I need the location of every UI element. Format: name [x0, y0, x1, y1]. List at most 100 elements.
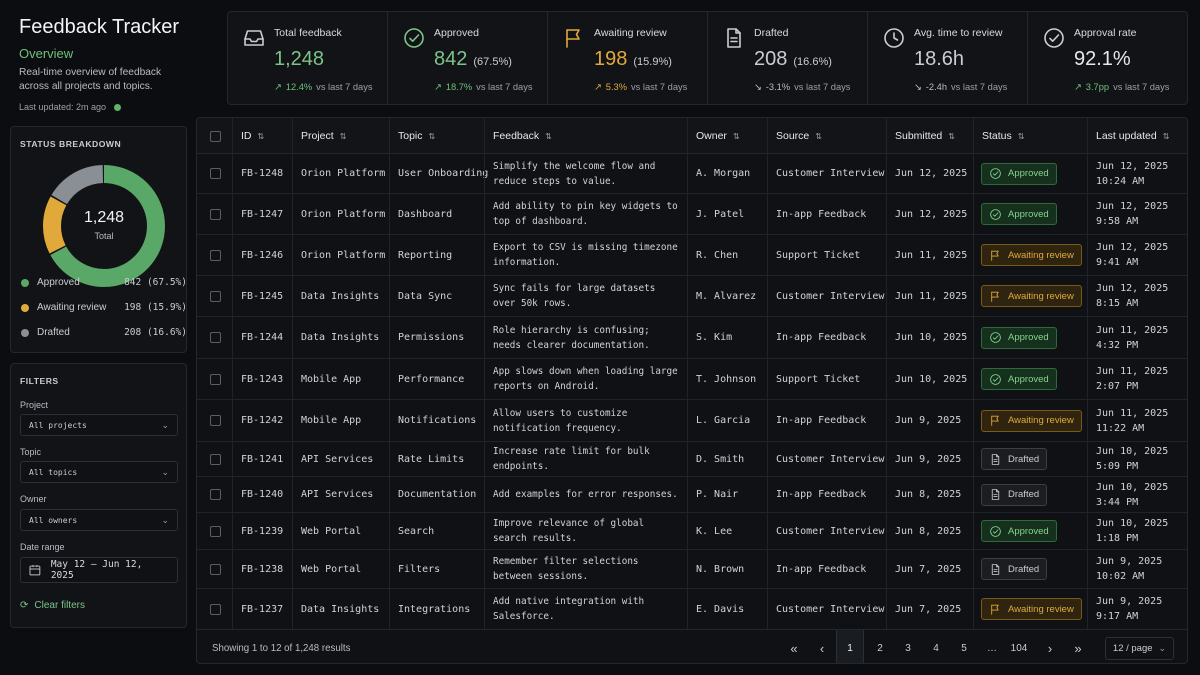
kpi-comparison-text: vs last 7 days [951, 82, 1008, 92]
status-badge: Approved [981, 162, 1057, 185]
row-checkbox[interactable] [210, 477, 221, 512]
kpi-value: 1,248 [274, 48, 325, 70]
clear-filters-button[interactable]: ⟳ Clear filters [20, 600, 85, 611]
column-header-last-updated[interactable]: Last updated ⇅ [1096, 118, 1169, 154]
cell-source: Customer Interview [776, 168, 885, 179]
kpi-label: Total feedback [274, 27, 342, 39]
last-page-button[interactable]: » [1074, 640, 1082, 656]
cell-owner: N. Brown [696, 563, 745, 575]
row-checkbox[interactable] [210, 359, 221, 399]
row-checkbox[interactable] [210, 550, 221, 588]
table-row[interactable]: FB-1243 Mobile App Performance App slows do… [197, 359, 1187, 400]
sidebar: Feedback Tracker Overview Real-time over… [0, 0, 197, 675]
table-row[interactable]: FB-1239 Web Portal Search Improve relevance… [197, 513, 1187, 550]
owner-filter-select[interactable]: All owners ⌄ [20, 509, 178, 531]
row-checkbox[interactable] [210, 589, 221, 629]
cell-owner: K. Lee [696, 525, 733, 537]
cell-topic: Performance [398, 373, 465, 385]
sort-icon: ⇅ [948, 131, 955, 141]
kpi-strip: Total feedback 1,248 ↗ 12.4% vs last 7 days A… [227, 11, 1188, 105]
select-all-checkbox[interactable] [210, 118, 221, 154]
page-button-3[interactable]: 3 [905, 642, 911, 654]
cell-submitted: Jun 11, 2025 [895, 290, 968, 302]
kpi-label: Avg. time to review [914, 27, 1003, 39]
cell-id: FB-1241 [241, 453, 284, 465]
cell-id: FB-1246 [241, 249, 284, 261]
cell-project: API Services [301, 489, 374, 500]
column-header-label: Last updated [1096, 130, 1157, 142]
kpi-value: 198 [594, 48, 628, 70]
page-button-2[interactable]: 2 [877, 642, 883, 654]
column-header-submitted[interactable]: Submitted ⇅ [895, 118, 955, 154]
status-label: Approved [1008, 525, 1049, 537]
column-header-source[interactable]: Source ⇅ [776, 118, 822, 154]
cell-submitted: Jun 12, 2025 [895, 168, 968, 179]
first-page-button[interactable]: « [790, 640, 798, 656]
column-divider [1087, 118, 1088, 629]
cell-submitted: Jun 12, 2025 [895, 208, 968, 220]
table-row[interactable]: FB-1246 Orion Platform Reporting Export to … [197, 235, 1187, 276]
previous-page-button[interactable]: ‹ [819, 640, 825, 656]
kpi-delta: -2.4h [925, 82, 947, 92]
column-header-status[interactable]: Status ⇅ [982, 118, 1024, 154]
last-updated-text: Last updated: 2m ago [19, 102, 107, 112]
table-row[interactable]: FB-1241 API Services Rate Limits Increase r… [197, 442, 1187, 477]
row-checkbox[interactable] [210, 317, 221, 358]
next-page-button[interactable]: › [1047, 640, 1053, 656]
column-header-id[interactable]: ID ⇅ [241, 118, 264, 154]
column-header-feedback[interactable]: Feedback ⇅ [493, 118, 552, 154]
legend-value: 198 (15.9%) [124, 302, 187, 313]
status-label: Approved [1008, 208, 1049, 220]
project-filter-select[interactable]: All projects ⌄ [20, 414, 178, 436]
cell-project: Data Insights [301, 290, 380, 302]
row-checkbox[interactable] [210, 442, 221, 476]
check-circle-icon [989, 373, 1002, 386]
status-badge: Drafted [981, 448, 1048, 470]
inbox-icon [242, 26, 266, 50]
status-badge: Approved [981, 326, 1057, 349]
date-range-picker[interactable]: May 12 – Jun 12, 2025 [20, 557, 178, 583]
cell-feedback: Improve relevance of global search resul… [493, 518, 645, 544]
column-header-topic[interactable]: Topic ⇅ [398, 118, 435, 154]
table-row[interactable]: FB-1240 API Services Documentation Add exam… [197, 477, 1187, 513]
column-header-project[interactable]: Project ⇅ [301, 118, 346, 154]
table-row[interactable]: FB-1245 Data Insights Data Sync Sync fails … [197, 276, 1187, 317]
sort-icon: ⇅ [1162, 131, 1170, 141]
table-row[interactable]: FB-1248 Orion Platform User Onboarding Simp… [197, 154, 1187, 194]
table-row[interactable]: FB-1247 Orion Platform Dashboard Add abilit… [197, 194, 1187, 235]
kpi-label: Awaiting review [594, 27, 667, 39]
table-row[interactable]: FB-1237 Data Insights Integrations Add nati… [197, 589, 1187, 630]
table-header: ID ⇅ Project ⇅ Topic ⇅ Feedback ⇅ Owner ⇅ Source ⇅ S… [197, 118, 1187, 154]
row-checkbox[interactable] [210, 235, 221, 275]
row-checkbox[interactable] [210, 400, 221, 441]
per-page-select[interactable]: 12 / page ⌄ [1105, 637, 1174, 660]
legend-color-dot [21, 278, 29, 287]
row-checkbox[interactable] [210, 154, 221, 193]
checkbox-box [210, 603, 221, 615]
checkbox-box [210, 415, 221, 426]
table-row[interactable]: FB-1244 Data Insights Permissions Role hier… [197, 317, 1187, 359]
cell-topic: Documentation [398, 489, 477, 500]
cell-id: FB-1240 [241, 489, 284, 500]
kpi-trend: ↗ 18.7% vs last 7 days [434, 82, 533, 93]
row-checkbox[interactable] [210, 513, 221, 549]
topic-filter-select[interactable]: All topics ⌄ [20, 461, 178, 483]
table-row[interactable]: FB-1242 Mobile App Notifications Allow user… [197, 400, 1187, 442]
cell-submitted: Jun 11, 2025 [895, 249, 968, 261]
page-button-4[interactable]: 4 [933, 642, 939, 654]
legend-label: Approved [37, 277, 80, 288]
cell-source: Support Ticket [776, 249, 861, 261]
kpi-trend: ↗ 5.3% vs last 7 days [594, 82, 687, 93]
page-button-5[interactable]: 5 [961, 642, 967, 654]
page-button-1[interactable]: 1 [836, 630, 864, 663]
checkbox-box [210, 130, 221, 142]
table-row[interactable]: FB-1238 Web Portal Filters Remember filter … [197, 550, 1187, 589]
sort-icon: ⇅ [1017, 131, 1025, 141]
row-checkbox[interactable] [210, 194, 221, 234]
page-button-104[interactable]: 104 [1010, 642, 1028, 654]
row-checkbox[interactable] [210, 276, 221, 316]
column-divider [767, 118, 768, 629]
checkbox-box [210, 290, 221, 302]
column-header-owner[interactable]: Owner ⇅ [696, 118, 740, 154]
flag-icon [562, 26, 586, 50]
